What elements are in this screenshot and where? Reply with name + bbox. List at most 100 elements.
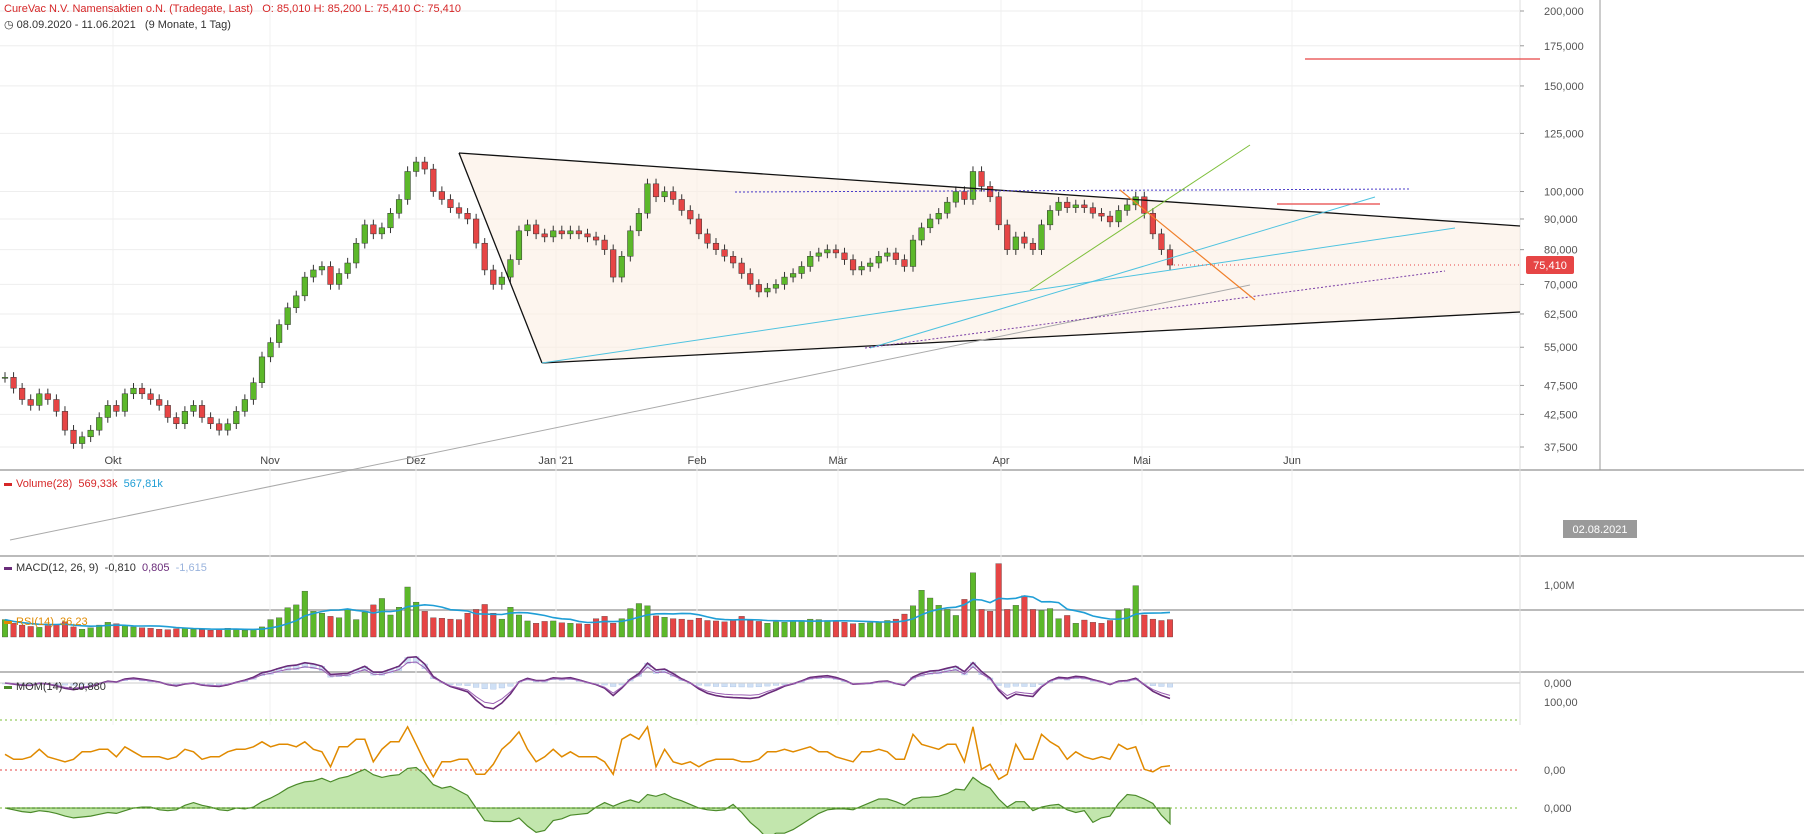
volume-bar-134	[1149, 618, 1156, 638]
volume-bar-93	[798, 620, 805, 638]
volume-bar-22	[190, 629, 197, 638]
volume-bar-110	[944, 609, 951, 638]
candle-body-115	[987, 186, 994, 198]
volume-bar-87	[747, 620, 754, 638]
y-tick-label-5: 70,000	[1544, 279, 1578, 291]
volume-bar-13	[113, 623, 120, 638]
volume-bar-120	[1029, 609, 1036, 638]
macd-hist-136	[1167, 682, 1173, 688]
candle-body-112	[961, 191, 968, 200]
candle-body-116	[995, 196, 1002, 226]
volume-bar-92	[790, 620, 797, 638]
candle-body-33	[284, 307, 291, 325]
candle-body-16	[138, 387, 146, 395]
volume-bar-2	[19, 624, 26, 638]
candle-body-61	[524, 224, 531, 232]
volume-bar-11	[96, 624, 103, 638]
volume-bar-53	[456, 619, 462, 638]
volume-bar-81	[695, 618, 702, 638]
candle-body-8	[70, 429, 77, 444]
candle-body-47	[404, 171, 411, 200]
candle-body-39	[336, 273, 343, 285]
chart-header-title: CureVac N.V. Namensaktien o.N. (Tradegat…	[4, 3, 461, 15]
macd-signal-line	[4, 661, 1171, 705]
volume-bar-69	[593, 618, 600, 638]
volume-bar-77	[661, 617, 668, 638]
candle-body-96	[824, 249, 831, 254]
candle-body-28	[241, 399, 248, 412]
candle-body-97	[832, 249, 839, 254]
candle-body-86	[738, 262, 745, 274]
rsi-value: 36,23	[60, 616, 88, 628]
candle-body-73	[627, 230, 634, 257]
volume-bar-66	[567, 623, 574, 638]
candle-body-6	[53, 399, 60, 412]
volume-bar-72	[618, 618, 625, 638]
volume-bar-49	[421, 611, 428, 638]
volume-bar-15	[130, 626, 137, 638]
volume-bar-109	[935, 605, 942, 638]
candle-body-45	[387, 213, 394, 229]
candle-body-76	[652, 183, 660, 198]
macd-hist-85	[730, 682, 737, 688]
candle-body-94	[807, 255, 814, 267]
x-tick-label-7: Mai	[1133, 455, 1151, 467]
volume-avg-value: 567,81k	[123, 478, 163, 490]
candle-body-58	[498, 276, 505, 285]
volume-bar-135	[1158, 620, 1165, 638]
volume-bar-17	[147, 628, 154, 638]
volume-bar-7	[61, 621, 68, 638]
volume-bar-24	[207, 629, 214, 638]
candle-body-55	[473, 218, 480, 244]
candle-body-88	[755, 284, 762, 293]
volume-bar-21	[181, 627, 188, 638]
y-tick-label-11: 175,000	[1544, 41, 1584, 53]
volume-bar-39	[336, 617, 343, 638]
candle-body-49	[421, 161, 428, 170]
candle-body-20	[173, 417, 180, 425]
candle-body-121	[1038, 224, 1045, 250]
volume-bar-88	[755, 621, 762, 638]
volume-bar-38	[327, 616, 334, 638]
volume-bar-74	[635, 603, 642, 638]
mom-value: -20,880	[68, 681, 106, 693]
macd-label: MACD(12, 26, 9)	[16, 562, 99, 574]
candle-body-38	[327, 266, 334, 285]
candle-body-101	[867, 262, 874, 267]
volume-bar-117	[1004, 609, 1011, 638]
volume-bar-101	[867, 622, 874, 638]
volume-bar-10	[87, 627, 94, 638]
x-tick-label-1: Nov	[260, 455, 280, 467]
candle-body-37	[318, 266, 326, 271]
volume-bar-112	[961, 599, 968, 638]
volume-bar-83	[713, 620, 719, 638]
triangle-fill	[459, 153, 1520, 363]
candle-body-87	[747, 273, 754, 285]
candle-body-130	[1115, 210, 1122, 223]
volume-bar-40	[344, 608, 351, 638]
volume-bar-90	[772, 621, 779, 638]
candle-body-95	[815, 252, 822, 257]
candle-body-98	[841, 252, 848, 260]
mom-label: MOM(14)	[16, 681, 63, 693]
rsi-panel-label: RSI(14) 36,23	[4, 616, 88, 628]
volume-bar-42	[361, 612, 368, 638]
rsi-tick-low: 0,00	[1544, 765, 1565, 777]
candle-body-75	[644, 183, 651, 214]
dotted-support	[864, 270, 1446, 349]
candle-body-89	[764, 287, 771, 293]
volume-bar-27	[233, 629, 240, 638]
candle-body-106	[909, 239, 917, 267]
macd-tick-label: 0,000	[1544, 678, 1572, 690]
x-tick-label-6: Apr	[992, 455, 1009, 467]
volume-bar-108	[927, 597, 934, 638]
volume-bar-47	[404, 586, 411, 638]
volume-bar-94	[807, 618, 814, 638]
volume-bar-113	[970, 572, 976, 638]
candle-body-126	[1081, 204, 1088, 208]
candle-body-134	[1149, 213, 1156, 235]
macd-hist-88	[755, 682, 762, 688]
volume-bar-89	[764, 623, 771, 638]
